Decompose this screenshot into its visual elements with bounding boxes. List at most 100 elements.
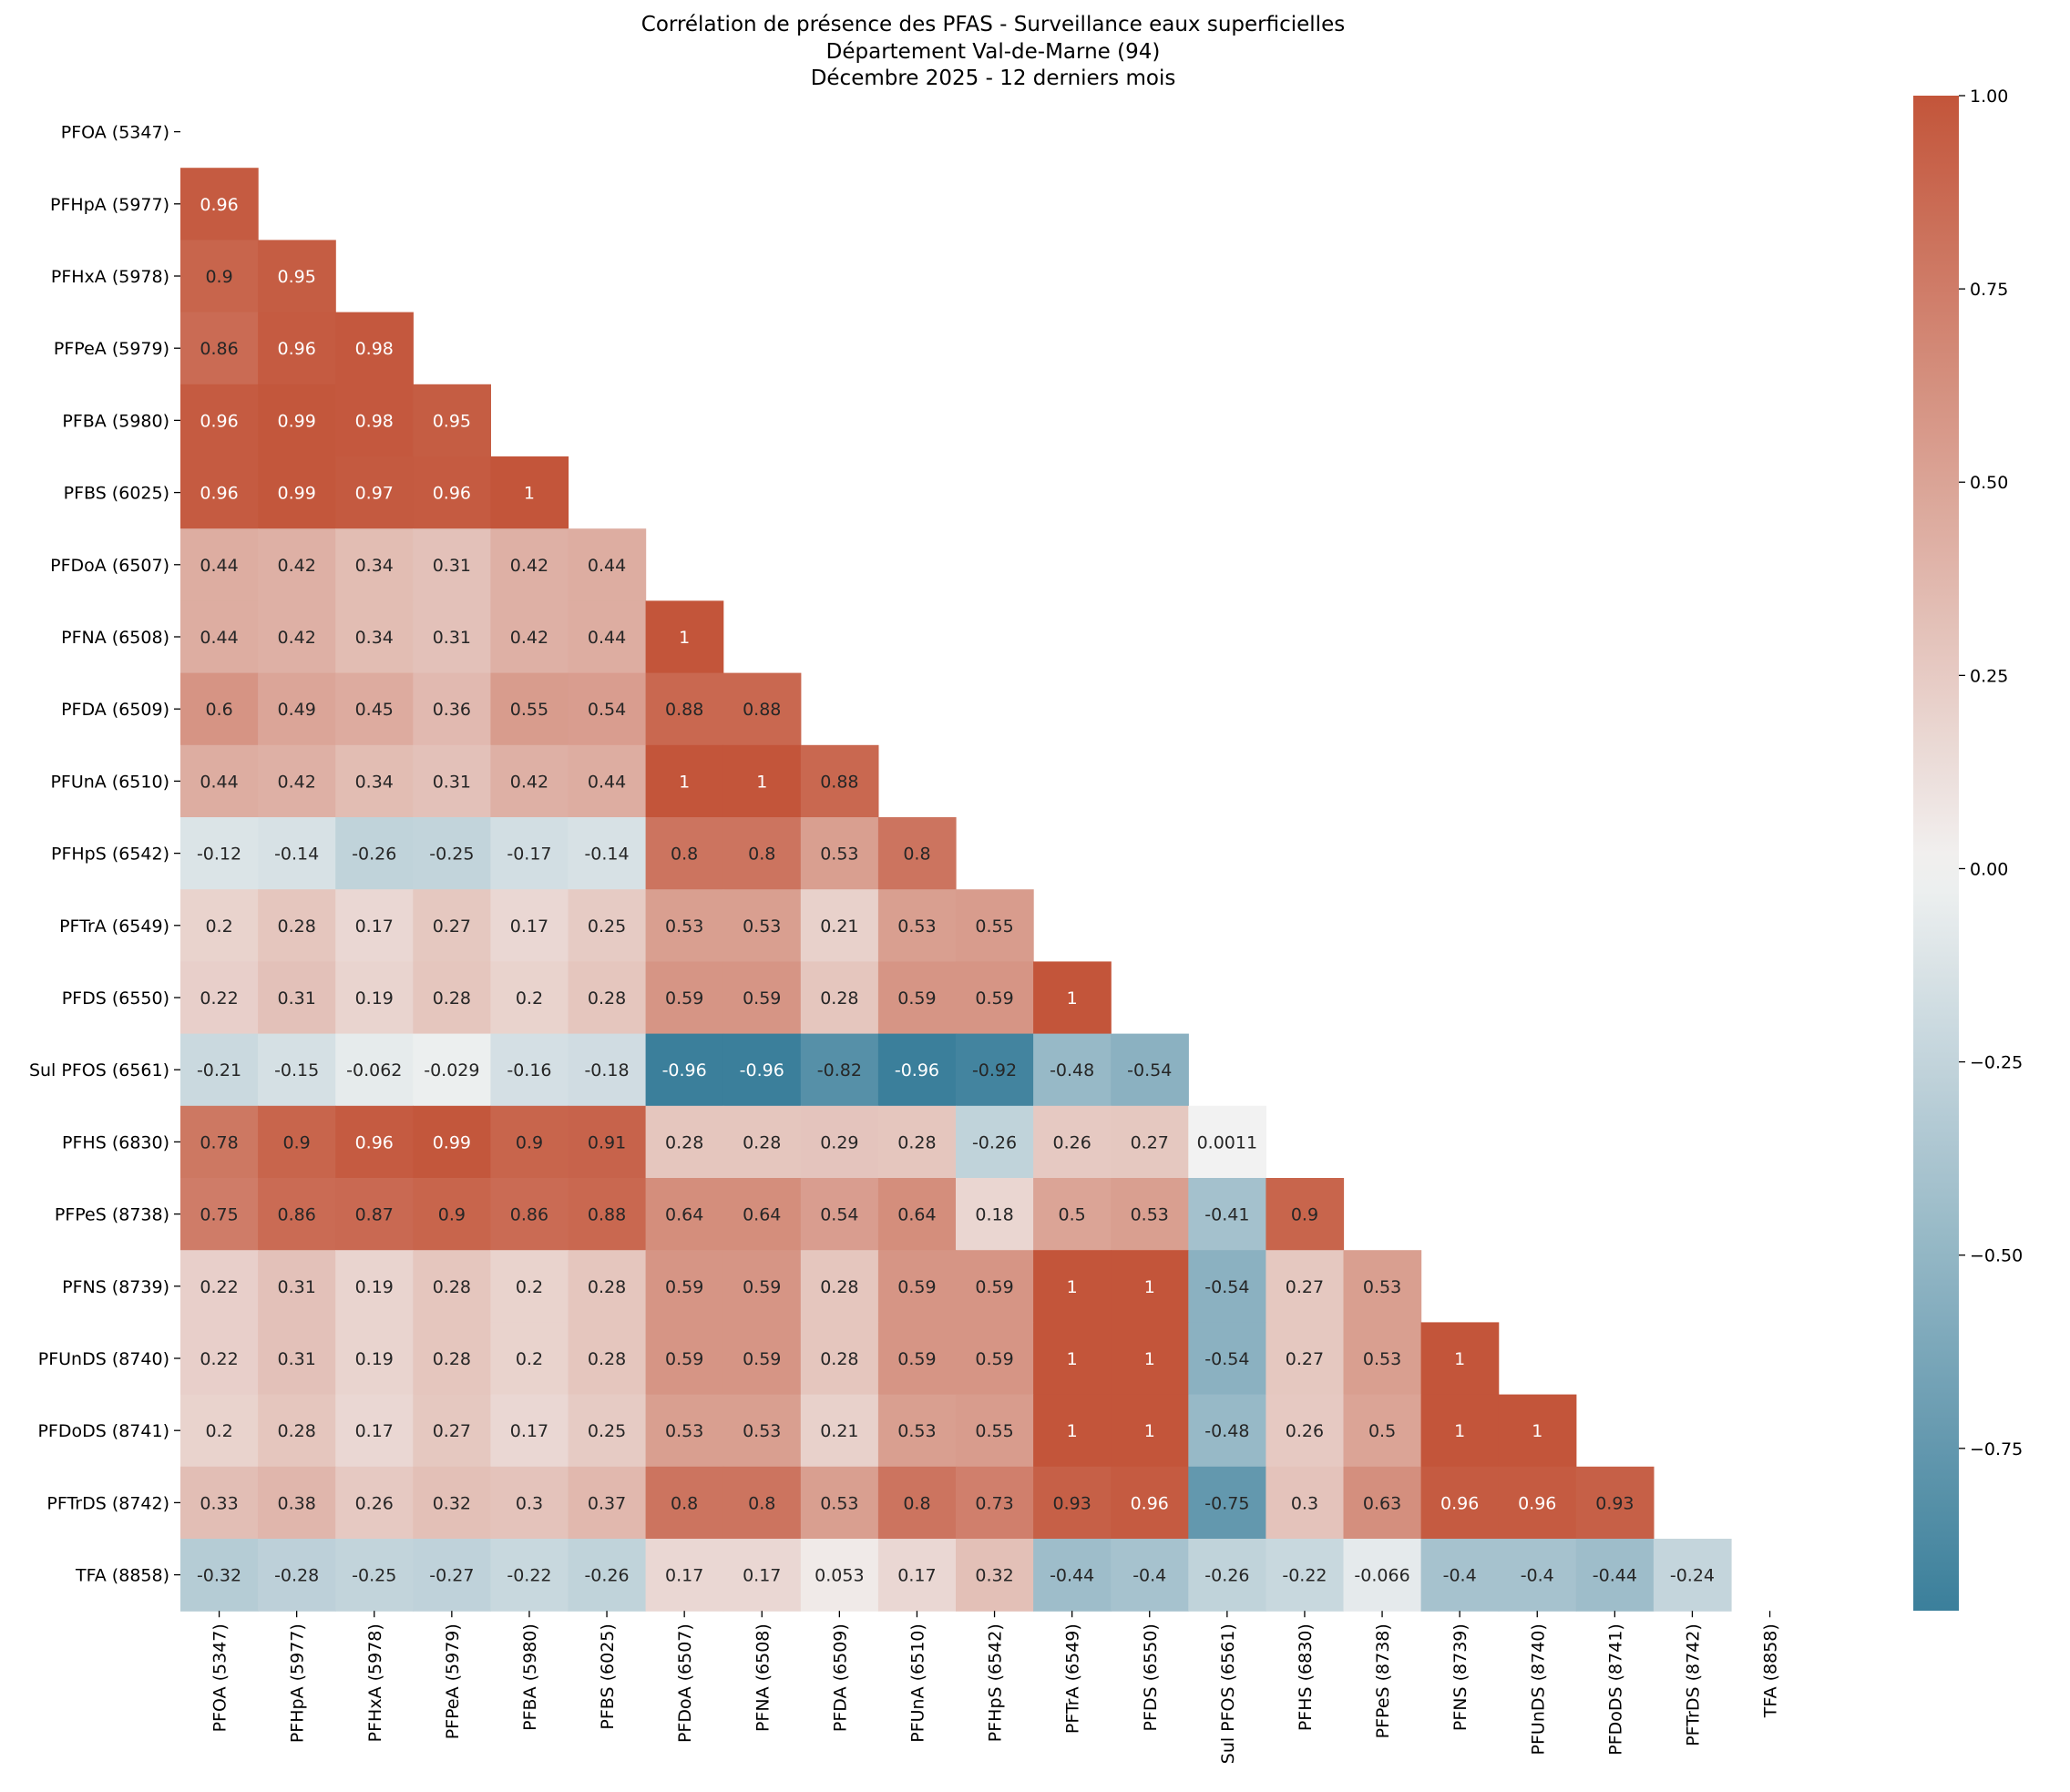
heatmap-cell xyxy=(413,1394,491,1468)
heatmap-cell xyxy=(877,817,957,890)
heatmap-cell xyxy=(956,1250,1034,1323)
heatmap-cell xyxy=(1266,1466,1345,1540)
x-tick-label: PFOA (5347) xyxy=(210,1623,231,1732)
cell-value-label: 0.5 xyxy=(1368,1421,1396,1441)
cell-value-label: -0.82 xyxy=(817,1060,862,1080)
heatmap-cell xyxy=(800,1033,879,1107)
heatmap-cell xyxy=(490,456,569,529)
heatmap-cell xyxy=(413,744,491,818)
heatmap-cell xyxy=(800,889,879,962)
cell-value-label: 0.19 xyxy=(355,1349,394,1369)
cell-value-label: 0.22 xyxy=(200,1277,238,1297)
heatmap-cell xyxy=(258,384,336,457)
x-tick-label: PFUnA (6510) xyxy=(907,1623,927,1743)
x-tick-label: PFDA (6509) xyxy=(830,1623,850,1732)
heatmap-cell xyxy=(180,456,259,529)
cell-value-label: -0.22 xyxy=(1282,1566,1327,1586)
heatmap-cell xyxy=(413,817,491,890)
heatmap-cell xyxy=(180,240,259,313)
heatmap-cell xyxy=(180,168,259,241)
cell-value-label: 0.59 xyxy=(975,1349,1013,1369)
heatmap-cell xyxy=(1111,1394,1189,1468)
heatmap-cell xyxy=(645,1250,724,1323)
cell-value-label: 0.28 xyxy=(433,988,471,1009)
cell-value-label: 0.42 xyxy=(277,772,315,792)
cell-value-label: -0.54 xyxy=(1204,1349,1249,1369)
y-tick-label: PFTrDS (8742) xyxy=(46,1493,169,1513)
heatmap-cell xyxy=(1188,1539,1266,1612)
cell-value-label: 0.9 xyxy=(438,1205,466,1225)
heatmap-cell xyxy=(568,961,647,1035)
heatmap-cell xyxy=(490,1539,569,1612)
heatmap-cell xyxy=(180,961,259,1035)
heatmap-cell xyxy=(877,1105,957,1179)
heatmap-cell xyxy=(413,889,491,962)
cell-value-label: 1 xyxy=(1144,1421,1155,1441)
heatmap-cell xyxy=(568,1033,647,1107)
heatmap-cell xyxy=(722,1178,802,1251)
heatmap-cell xyxy=(490,528,569,601)
x-tick-label: PFPeS (8738) xyxy=(1373,1623,1393,1738)
heatmap-cell xyxy=(568,1178,647,1251)
cell-value-label: 0.9 xyxy=(516,1132,543,1152)
cell-value-label: 0.5 xyxy=(1059,1205,1086,1225)
cell-value-label: 0.53 xyxy=(743,1421,781,1441)
heatmap-cell xyxy=(335,1105,414,1179)
cell-value-label: 0.42 xyxy=(277,556,315,576)
cell-value-label: 0.55 xyxy=(975,1421,1013,1441)
cell-value-label: 0.8 xyxy=(903,845,930,865)
heatmap-cell xyxy=(413,1322,491,1396)
cell-value-label: 0.34 xyxy=(355,772,394,792)
heatmap-cell xyxy=(645,1178,724,1251)
cell-value-label: 0.9 xyxy=(283,1132,311,1152)
heatmap-cell xyxy=(490,1033,569,1107)
cell-value-label: 0.59 xyxy=(665,1349,703,1369)
heatmap-cell xyxy=(490,817,569,890)
heatmap-cell xyxy=(335,528,414,601)
cell-value-label: -0.14 xyxy=(274,845,319,865)
heatmap-cell xyxy=(1188,1322,1266,1396)
heatmap-cell xyxy=(1111,1466,1189,1540)
cell-value-label: 0.91 xyxy=(588,1132,626,1152)
heatmap-cell xyxy=(1266,1178,1345,1251)
heatmap-cell xyxy=(1188,1394,1266,1468)
heatmap-cell xyxy=(722,1033,802,1107)
heatmap-cell xyxy=(1111,1322,1189,1396)
heatmap-cell xyxy=(877,1033,957,1107)
cell-value-label: 0.6 xyxy=(205,700,232,720)
heatmap-cell xyxy=(1343,1466,1422,1540)
heatmap-cell xyxy=(800,1105,879,1179)
heatmap-cell xyxy=(1266,1539,1345,1612)
cell-value-label: -0.4 xyxy=(1443,1566,1477,1586)
cell-value-label: 0.17 xyxy=(743,1566,781,1586)
heatmap-cell xyxy=(645,1539,724,1612)
cell-value-label: 0.42 xyxy=(510,556,548,576)
heatmap-cell xyxy=(180,817,259,890)
cell-value-label: 0.3 xyxy=(516,1493,543,1513)
heatmap-cell xyxy=(335,1394,414,1468)
cell-value-label: 0.2 xyxy=(516,1349,543,1369)
heatmap-cell xyxy=(180,1033,259,1107)
cell-value-label: 1 xyxy=(1454,1421,1465,1441)
heatmap-cell xyxy=(1498,1394,1577,1468)
cell-value-label: 0.31 xyxy=(277,1277,315,1297)
y-tick-label: PFHpA (5977) xyxy=(50,195,169,215)
cell-value-label: 0.55 xyxy=(510,700,548,720)
title-line-3: Décembre 2025 - 12 derniers mois xyxy=(811,67,1176,90)
cell-value-label: 0.27 xyxy=(1131,1132,1169,1152)
heatmap-cell xyxy=(490,1322,569,1396)
heatmap-cell xyxy=(800,1178,879,1251)
heatmap-cell xyxy=(800,1539,879,1612)
x-tick-label: Sul PFOS (6561) xyxy=(1218,1623,1238,1764)
cell-value-label: 0.28 xyxy=(433,1349,471,1369)
cell-value-label: 0.44 xyxy=(588,556,626,576)
heatmap-cell xyxy=(800,961,879,1035)
cell-value-label: 0.28 xyxy=(588,988,626,1009)
y-tick-label: PFUnA (6510) xyxy=(50,772,169,792)
heatmap-cell xyxy=(1266,1322,1345,1396)
cell-value-label: 0.96 xyxy=(1131,1493,1169,1513)
cell-value-label: 0.32 xyxy=(975,1566,1013,1586)
cell-value-label: 0.95 xyxy=(433,411,471,431)
cell-value-label: 0.9 xyxy=(1291,1205,1318,1225)
heatmap-cell xyxy=(258,672,336,746)
